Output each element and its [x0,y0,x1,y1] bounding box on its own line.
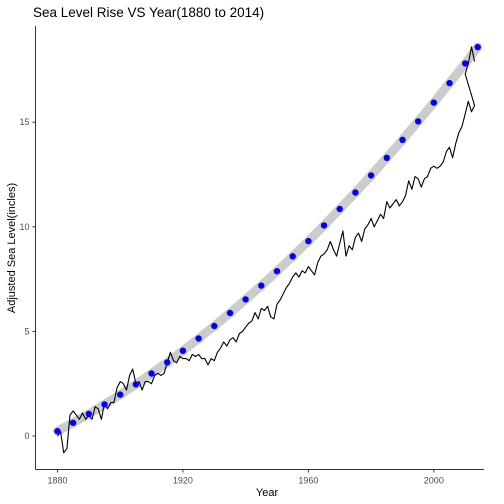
fit-points-layer [54,43,481,435]
fit-point [117,391,124,398]
fit-point [85,410,93,418]
axes [35,26,484,470]
fit-point [474,43,481,51]
fit-point [211,322,218,330]
fit-point [258,282,265,289]
fit-confidence-band-layer [53,42,483,436]
ticks: 1880 1920 1960 2000 0 5 10 15 [19,117,443,485]
y-tick-label: 5 [24,326,29,336]
x-tick-label: 1880 [47,476,67,486]
fit-point [54,428,61,435]
x-tick-label: 1920 [173,476,193,486]
fit-point [148,370,155,377]
fit-point [462,60,469,67]
fit-point [101,401,108,408]
fit-point [273,268,281,275]
fit-point [383,154,390,161]
fit-point [195,335,202,342]
y-tick-label: 0 [24,431,29,441]
x-tick-label: 2000 [424,476,444,486]
fit-point [69,419,77,426]
fit-point [352,189,359,196]
fit-point [320,222,328,229]
y-tick-label: 15 [19,117,29,127]
fit-point [399,136,406,143]
chart-title: Sea Level Rise VS Year(1880 to 2014) [33,5,265,20]
fit-point [430,99,437,106]
y-tick-label: 10 [19,222,29,232]
x-axis-title: Year [256,487,279,499]
fit-point [446,79,453,87]
fit-point [226,309,234,317]
fit-point [179,347,187,354]
y-axis-title: Adjusted Sea Level(incles) [6,183,18,313]
fit-point [414,118,422,125]
fit-point [164,359,171,366]
fit-point [305,237,312,245]
x-tick-label: 1960 [298,476,318,486]
observed-sea-level-line [57,100,476,454]
fit-point [367,172,375,179]
fit-point [289,253,296,260]
fit-point [242,296,249,303]
fit-point [336,205,343,213]
fit-point [132,381,140,388]
fit-confidence-band [53,42,483,436]
